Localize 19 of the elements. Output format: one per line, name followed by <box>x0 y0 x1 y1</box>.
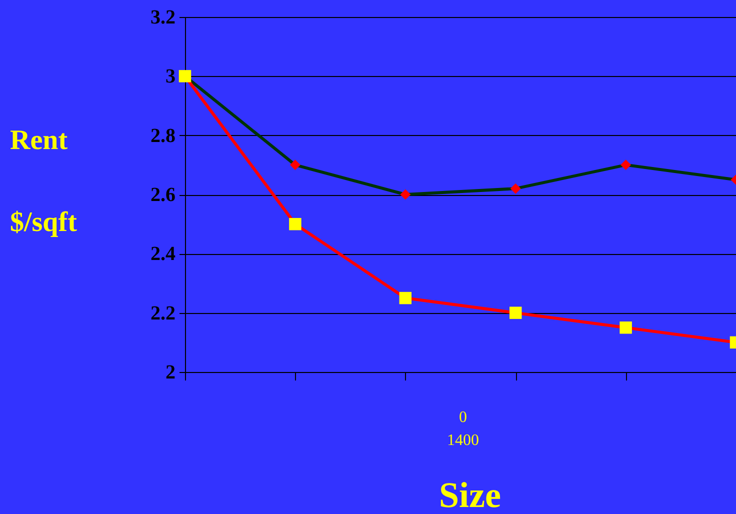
y-tick-label: 3 <box>166 66 176 88</box>
point <box>509 306 522 319</box>
text: 0 <box>458 408 468 428</box>
point <box>400 189 411 200</box>
text: Rent $/sqft <box>10 125 77 238</box>
point <box>399 292 412 304</box>
x-axis-title: Size <box>438 474 502 514</box>
point <box>510 183 521 194</box>
text: 1400 <box>446 431 480 451</box>
point <box>289 218 302 230</box>
point <box>290 160 300 170</box>
point <box>620 160 632 170</box>
y-tick-label: 2.6 <box>150 184 176 206</box>
y-tick-label: 2 <box>166 362 176 384</box>
y-tick-label: 3.2 <box>150 6 176 28</box>
y-tick-label: 2.2 <box>150 302 176 324</box>
point <box>620 322 632 334</box>
y-tick-label: 2.8 <box>150 124 176 147</box>
y-tick-label: 2.4 <box>150 243 176 266</box>
